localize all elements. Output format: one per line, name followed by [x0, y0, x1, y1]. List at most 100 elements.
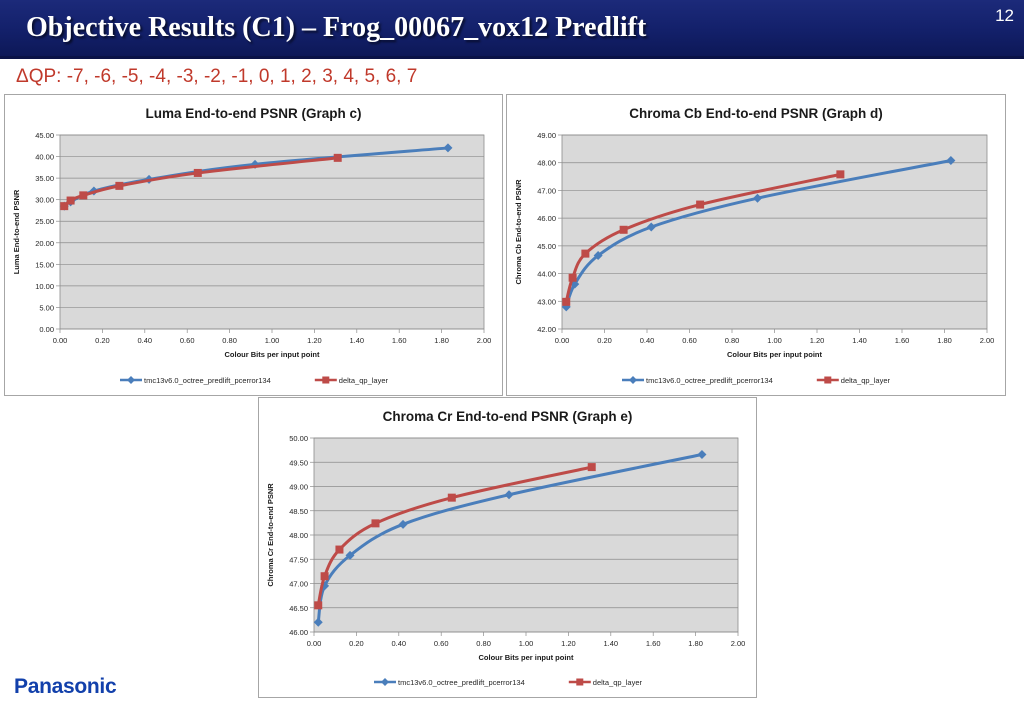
data-point-square	[836, 170, 845, 179]
data-point-diamond	[504, 490, 514, 500]
data-point-square	[193, 168, 202, 177]
data-point-diamond	[946, 155, 956, 165]
title-bar: Objective Results (C1) – Frog_00067_vox1…	[0, 0, 1024, 59]
x-tick-label: 1.40	[603, 639, 618, 648]
x-tick-label: 1.00	[767, 336, 782, 345]
legend-label: tmc13v6.0_octree_predlift_pcerror134	[144, 376, 271, 385]
x-axis-label: Colour Bits per input point	[727, 350, 822, 359]
x-tick-label: 1.00	[519, 639, 534, 648]
legend-marker-square	[322, 376, 330, 384]
x-tick-label: 1.20	[307, 336, 322, 345]
chart-chroma-cb-psnr: Chroma Cb End-to-end PSNR (Graph d) 42.00…	[506, 94, 1006, 396]
data-point-square	[568, 273, 577, 282]
x-tick-label: 2.00	[980, 336, 995, 345]
x-tick-label: 1.20	[810, 336, 825, 345]
y-tick-label: 50.00	[289, 434, 308, 443]
y-tick-label: 20.00	[35, 239, 54, 248]
data-point-square	[115, 181, 124, 190]
y-tick-label: 46.50	[289, 604, 308, 613]
chart-luma-psnr: Luma End-to-end PSNR (Graph c) 0.00 5.00 10…	[4, 94, 503, 396]
y-tick-label: 48.50	[289, 507, 308, 516]
x-tick-label: 1.20	[561, 639, 576, 648]
data-point-diamond	[345, 550, 355, 560]
panasonic-logo: Panasonic	[14, 675, 117, 698]
chart-svg: Chroma Cb End-to-end PSNR (Graph d) 42.00…	[514, 106, 995, 385]
x-tick-label: 0.60	[682, 336, 697, 345]
x-tick-label: 0.80	[222, 336, 237, 345]
legend-label: delta_qp_layer	[841, 376, 891, 385]
data-point-square	[371, 519, 380, 528]
legend-label: delta_qp_layer	[339, 376, 389, 385]
y-tick-label: 47.00	[537, 186, 556, 195]
legend-label: tmc13v6.0_octree_predlift_pcerror134	[646, 376, 773, 385]
y-tick-label: 15.00	[35, 260, 54, 269]
y-tick-label: 46.00	[289, 628, 308, 637]
y-tick-label: 45.00	[537, 242, 556, 251]
legend-marker-diamond	[381, 678, 389, 686]
y-tick-label: 44.00	[537, 270, 556, 279]
chart-title: Chroma Cr End-to-end PSNR (Graph e)	[383, 409, 633, 424]
x-tick-label: 1.80	[434, 336, 449, 345]
data-point-square	[587, 463, 596, 472]
x-tick-label: 0.80	[476, 639, 491, 648]
data-point-diamond	[398, 519, 408, 529]
qp-range-subtitle: ΔQP: -7, -6, -5, -4, -3, -2, -1, 0, 1, 2…	[16, 66, 418, 87]
y-tick-label: 42.00	[537, 325, 556, 334]
legend-marker-diamond	[629, 376, 637, 384]
y-tick-label: 10.00	[35, 282, 54, 291]
x-tick-label: 1.40	[852, 336, 867, 345]
data-point-diamond	[593, 251, 603, 261]
legend-marker-square	[576, 678, 584, 686]
legend-marker-diamond	[127, 376, 135, 384]
data-point-diamond	[570, 279, 580, 289]
legend-label: delta_qp_layer	[593, 678, 643, 687]
x-tick-label: 1.80	[688, 639, 703, 648]
data-point-square	[66, 196, 75, 205]
y-tick-label: 49.00	[537, 131, 556, 140]
x-tick-label: 1.60	[646, 639, 661, 648]
data-point-diamond	[697, 449, 707, 459]
x-tick-label: 0.20	[95, 336, 110, 345]
chart-title: Chroma Cb End-to-end PSNR (Graph d)	[629, 106, 883, 121]
x-tick-label: 1.60	[392, 336, 407, 345]
x-tick-label: 0.80	[725, 336, 740, 345]
chart-chroma-cr-psnr: Chroma Cr End-to-end PSNR (Graph e) 46.00…	[258, 397, 757, 698]
data-point-square	[619, 225, 628, 234]
data-point-square	[335, 545, 344, 554]
legend-label: tmc13v6.0_octree_predlift_pcerror134	[398, 678, 525, 687]
y-axis-label: Chroma Cr End-to-end PSNR	[266, 483, 275, 587]
data-point-square	[314, 601, 323, 610]
y-tick-label: 46.00	[537, 214, 556, 223]
y-tick-label: 40.00	[35, 153, 54, 162]
y-tick-label: 43.00	[537, 297, 556, 306]
chart-svg: Chroma Cr End-to-end PSNR (Graph e) 46.00…	[266, 409, 745, 687]
x-tick-label: 1.00	[265, 336, 280, 345]
data-point-diamond	[753, 193, 762, 203]
y-tick-label: 25.00	[35, 217, 54, 226]
data-point-diamond	[313, 617, 323, 627]
slide-title: Objective Results (C1) – Frog_00067_vox1…	[26, 12, 647, 43]
x-tick-label: 2.00	[477, 336, 492, 345]
y-tick-label: 45.00	[35, 131, 54, 140]
data-point-square	[79, 191, 88, 200]
x-axis-label: Colour Bits per input point	[225, 350, 320, 359]
data-point-diamond	[443, 143, 453, 153]
data-point-diamond	[646, 222, 656, 232]
x-tick-label: 0.00	[555, 336, 570, 345]
y-tick-label: 48.00	[537, 159, 556, 168]
plot-area	[59, 134, 485, 330]
y-tick-label: 49.00	[289, 483, 308, 492]
x-tick-label: 0.40	[640, 336, 655, 345]
x-tick-label: 1.80	[937, 336, 952, 345]
x-tick-label: 0.40	[137, 336, 152, 345]
x-tick-label: 1.40	[349, 336, 364, 345]
x-tick-label: 1.60	[895, 336, 910, 345]
data-point-square	[60, 202, 69, 211]
data-point-square	[333, 153, 342, 162]
x-tick-label: 0.20	[597, 336, 612, 345]
x-axis-label: Colour Bits per input point	[479, 653, 574, 662]
y-tick-label: 0.00	[39, 325, 54, 334]
data-point-square	[447, 493, 456, 502]
y-axis-label: Luma End-to-end PSNR	[12, 189, 21, 274]
data-point-diamond	[561, 302, 571, 312]
